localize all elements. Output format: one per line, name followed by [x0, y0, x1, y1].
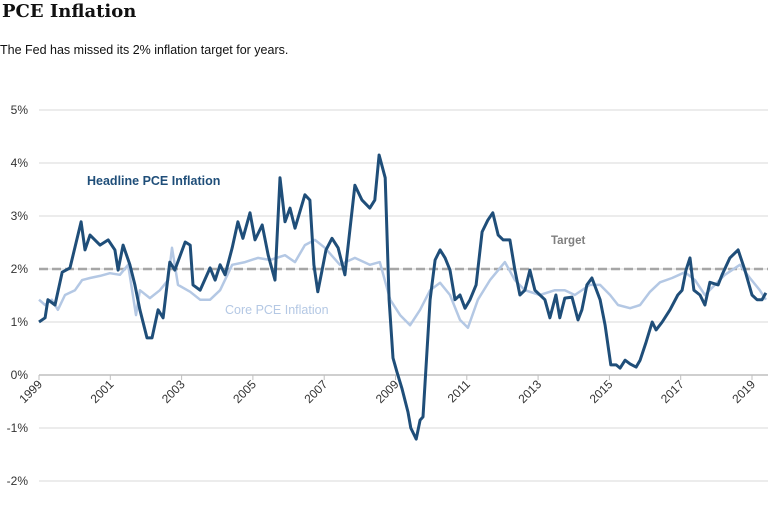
x-tick-label: 2007 — [302, 377, 331, 406]
y-tick-label: -1% — [7, 421, 29, 435]
y-tick-label: 3% — [11, 209, 29, 223]
y-tick-label: 0% — [11, 368, 29, 382]
x-tick-label: 2001 — [88, 377, 117, 406]
legend-headline: Headline PCE Inflation — [87, 174, 220, 188]
chart-title: PCE Inflation — [2, 1, 137, 22]
target-label: Target — [551, 235, 585, 247]
x-tick-label: 2019 — [729, 377, 758, 406]
x-tick-label: 2005 — [230, 377, 259, 406]
y-tick-label: 1% — [11, 315, 29, 329]
x-tick-label: 2013 — [515, 377, 544, 406]
y-tick-label: 2% — [11, 262, 29, 276]
core-pce-line — [38, 238, 767, 330]
x-tick-label: 2011 — [445, 377, 473, 405]
y-tick-label: -2% — [7, 474, 29, 488]
x-tick-label: 2015 — [587, 377, 616, 406]
x-tick-label: 2009 — [373, 377, 402, 406]
y-tick-label: 4% — [11, 156, 29, 170]
y-tick-label: 5% — [11, 103, 29, 117]
x-tick-label: 2017 — [658, 377, 687, 406]
legend-core: Core PCE Inflation — [225, 303, 329, 317]
x-tick-label: 2003 — [159, 377, 188, 406]
chart-subtitle: The Fed has missed its 2% inflation targ… — [0, 43, 289, 57]
headline-pce-line — [38, 153, 768, 441]
